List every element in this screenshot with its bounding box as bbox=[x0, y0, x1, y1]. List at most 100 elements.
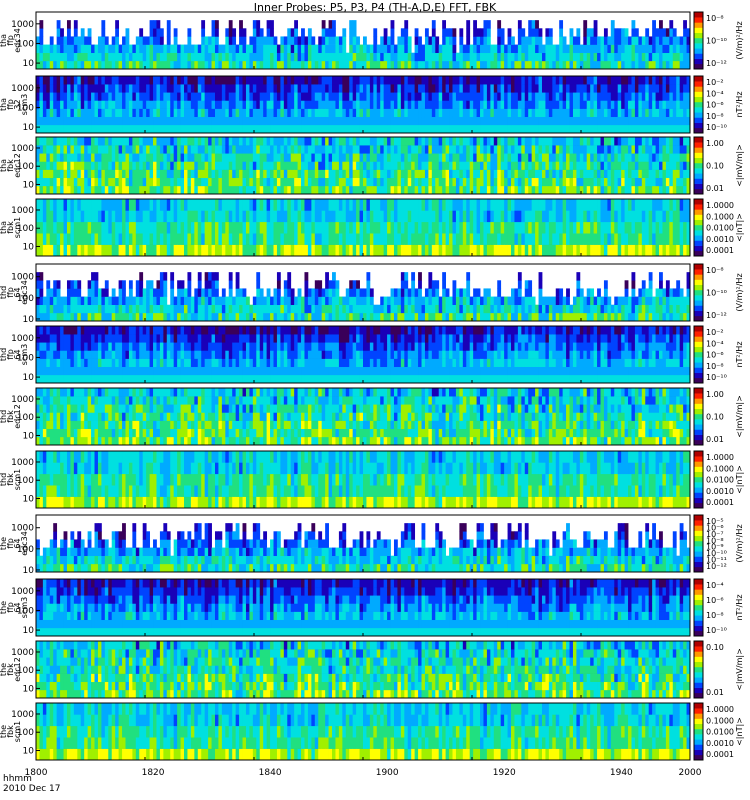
spectrogram-cell bbox=[187, 116, 192, 126]
spectrogram-cell bbox=[641, 52, 646, 62]
spectrogram-cell bbox=[108, 116, 113, 126]
spectrogram-cell bbox=[338, 169, 343, 179]
spectrogram-cell bbox=[380, 210, 385, 223]
spectrogram-cell bbox=[634, 185, 639, 195]
spectrogram-cell bbox=[228, 153, 233, 162]
spectrogram-cell bbox=[603, 169, 608, 179]
spectrogram-cell bbox=[521, 199, 526, 211]
spectrogram-cell bbox=[380, 100, 385, 109]
spectrogram-cell bbox=[669, 145, 674, 154]
spectrogram-cell bbox=[349, 153, 354, 162]
spectrogram-cell bbox=[662, 76, 667, 85]
spectrogram-cell bbox=[66, 20, 71, 29]
spectrogram-cell bbox=[273, 244, 278, 257]
spectrogram-cell bbox=[194, 199, 199, 211]
spectrogram-cell bbox=[528, 52, 533, 62]
spectrogram-cell bbox=[359, 169, 364, 179]
spectrogram-cell bbox=[614, 199, 619, 211]
spectrogram-cell bbox=[225, 233, 230, 245]
spectrogram-cell bbox=[476, 116, 481, 126]
spectrogram-cell bbox=[218, 312, 223, 322]
spectrogram-cell bbox=[214, 233, 219, 245]
spectrogram-cell bbox=[335, 137, 340, 146]
spectrogram-cell bbox=[49, 312, 54, 322]
spectrogram-cell bbox=[259, 28, 264, 37]
spectrogram-cell bbox=[146, 161, 150, 170]
spectrogram-cell bbox=[60, 296, 64, 306]
spectrogram-cell bbox=[139, 100, 144, 109]
spectrogram-cell bbox=[132, 312, 137, 322]
spectrogram-cell bbox=[683, 20, 687, 29]
spectrogram-cell bbox=[607, 233, 612, 245]
spectrogram-cell bbox=[352, 210, 357, 223]
spectrogram-cell bbox=[97, 145, 102, 154]
spectrogram-cell bbox=[469, 233, 474, 245]
spectrogram-cell bbox=[535, 108, 539, 118]
spectrogram-cell bbox=[36, 84, 40, 93]
spectrogram-cell bbox=[153, 233, 157, 245]
spectrogram-cell bbox=[600, 244, 605, 257]
spectrogram-cell bbox=[211, 233, 216, 245]
spectrogram-cell bbox=[511, 84, 515, 93]
spectrogram-cell bbox=[70, 84, 75, 93]
spectrogram-cell bbox=[631, 44, 636, 54]
spectrogram-cell bbox=[418, 161, 422, 170]
spectrogram-cell bbox=[36, 221, 40, 234]
spectrogram-cell bbox=[301, 52, 305, 62]
spectrogram-cell bbox=[600, 221, 605, 234]
spectrogram-cell bbox=[39, 169, 44, 179]
spectrogram-cell bbox=[294, 52, 298, 62]
panel-thd-ffp-edc34: 101001000thdffp64edc3410⁻⁸10⁻¹⁰10⁻¹²(V/m… bbox=[0, 263, 744, 325]
spectrogram-cell bbox=[170, 116, 175, 126]
spectrogram-cell bbox=[73, 221, 78, 234]
spectrogram-cell bbox=[115, 52, 120, 62]
spectrogram-cell bbox=[383, 76, 388, 85]
spectrogram-cell bbox=[576, 169, 581, 179]
spectrogram-cell bbox=[373, 161, 378, 170]
spectrogram-cell bbox=[497, 20, 502, 29]
spectrogram-cell bbox=[418, 137, 422, 146]
spectrogram-cell bbox=[66, 296, 71, 306]
spectrogram-cell bbox=[70, 233, 75, 245]
spectrogram-cell bbox=[483, 84, 488, 93]
spectrogram-cell bbox=[686, 108, 691, 118]
spectrogram-cell bbox=[576, 244, 581, 257]
spectrogram-cell bbox=[159, 177, 164, 187]
spectrogram-cell bbox=[414, 84, 419, 93]
spectrogram-cell bbox=[421, 84, 426, 93]
spectrogram-cell bbox=[36, 185, 40, 195]
spectrogram-cell bbox=[366, 233, 371, 245]
spectrogram-cell bbox=[294, 100, 298, 109]
spectrogram-cell bbox=[528, 28, 533, 37]
spectrogram-cell bbox=[603, 177, 608, 187]
spectrogram-cell bbox=[476, 36, 481, 45]
spectrogram-cell bbox=[128, 84, 133, 93]
spectrogram-cell bbox=[332, 177, 336, 187]
spectrogram-cell bbox=[466, 100, 471, 109]
spectrogram-cell bbox=[101, 312, 106, 322]
spectrogram-cell bbox=[641, 244, 646, 257]
spectrogram-cell bbox=[139, 76, 144, 85]
spectrogram-cell bbox=[235, 92, 240, 101]
spectrogram-cell bbox=[569, 161, 574, 170]
spectrogram-cell bbox=[603, 199, 608, 211]
spectrogram-cell bbox=[387, 233, 391, 245]
spectrogram-cell bbox=[603, 124, 608, 134]
spectrogram-cell bbox=[390, 221, 395, 234]
spectrogram-cell bbox=[221, 288, 226, 297]
spectrogram-cell bbox=[641, 210, 646, 223]
spectrogram-cell bbox=[66, 100, 71, 109]
spectrogram-cell bbox=[418, 221, 422, 234]
spectrogram-cell bbox=[455, 52, 460, 62]
spectrogram-cell bbox=[449, 36, 453, 45]
spectrogram-cell bbox=[104, 100, 109, 109]
spectrogram-cell bbox=[500, 108, 505, 118]
spectrogram-cell bbox=[621, 137, 625, 146]
spectrogram-cell bbox=[101, 20, 106, 29]
spectrogram-cell bbox=[325, 76, 329, 85]
spectrogram-cell bbox=[280, 137, 285, 146]
spectrogram-cell bbox=[252, 177, 257, 187]
spectrogram-cell bbox=[256, 36, 261, 45]
spectrogram-cell bbox=[624, 199, 629, 211]
spectrogram-cell bbox=[166, 233, 171, 245]
